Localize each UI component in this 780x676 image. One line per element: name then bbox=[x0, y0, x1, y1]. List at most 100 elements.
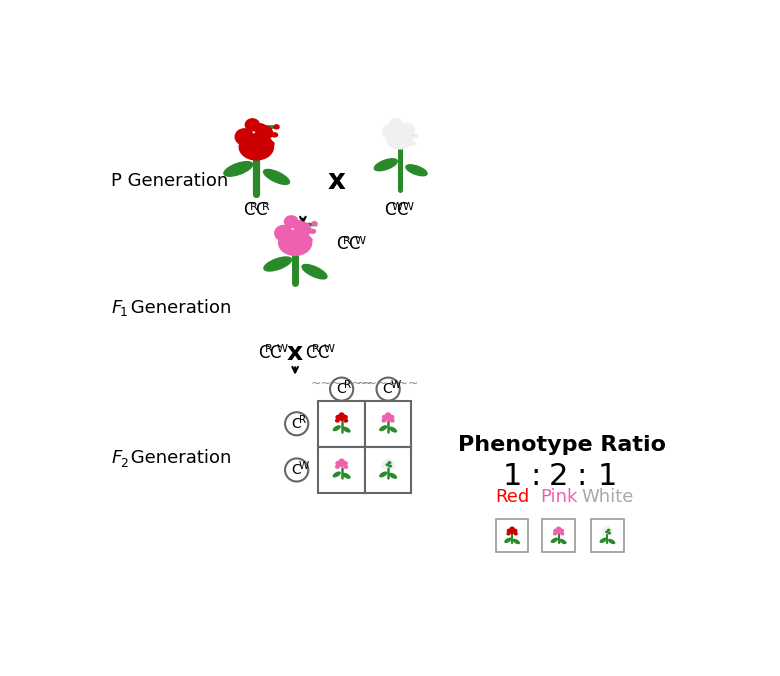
Text: White: White bbox=[581, 488, 633, 506]
Text: W: W bbox=[324, 344, 335, 354]
Ellipse shape bbox=[387, 128, 413, 149]
Ellipse shape bbox=[343, 418, 348, 422]
Text: W: W bbox=[391, 381, 401, 390]
Ellipse shape bbox=[333, 472, 340, 477]
Ellipse shape bbox=[381, 418, 386, 422]
Ellipse shape bbox=[343, 464, 348, 469]
Ellipse shape bbox=[374, 159, 397, 171]
Ellipse shape bbox=[380, 472, 387, 477]
Ellipse shape bbox=[604, 527, 610, 531]
Ellipse shape bbox=[560, 532, 565, 535]
Bar bbox=[365, 401, 411, 447]
Text: C: C bbox=[305, 344, 317, 362]
Ellipse shape bbox=[343, 473, 350, 478]
Text: C: C bbox=[396, 201, 407, 220]
Ellipse shape bbox=[382, 124, 399, 139]
Ellipse shape bbox=[271, 133, 278, 137]
Ellipse shape bbox=[389, 465, 392, 467]
Ellipse shape bbox=[264, 257, 292, 271]
Ellipse shape bbox=[267, 141, 274, 147]
Ellipse shape bbox=[512, 529, 518, 533]
Circle shape bbox=[556, 529, 561, 533]
Ellipse shape bbox=[413, 135, 418, 138]
Ellipse shape bbox=[399, 130, 412, 140]
Circle shape bbox=[510, 529, 514, 533]
Ellipse shape bbox=[293, 220, 305, 231]
Ellipse shape bbox=[406, 165, 427, 176]
Text: Generation: Generation bbox=[126, 450, 232, 467]
Text: C: C bbox=[270, 344, 281, 362]
Ellipse shape bbox=[381, 464, 386, 469]
Ellipse shape bbox=[608, 539, 615, 544]
Ellipse shape bbox=[560, 539, 566, 544]
Ellipse shape bbox=[339, 458, 345, 464]
Ellipse shape bbox=[410, 142, 416, 145]
Ellipse shape bbox=[608, 529, 610, 531]
Ellipse shape bbox=[553, 532, 557, 535]
Text: R: R bbox=[299, 415, 306, 425]
Ellipse shape bbox=[312, 222, 317, 226]
Text: C: C bbox=[348, 235, 360, 254]
Ellipse shape bbox=[310, 229, 315, 233]
Text: Generation: Generation bbox=[126, 299, 232, 317]
Ellipse shape bbox=[509, 527, 515, 531]
Ellipse shape bbox=[245, 119, 260, 131]
Ellipse shape bbox=[388, 414, 395, 420]
Text: P Generation: P Generation bbox=[112, 172, 229, 190]
Ellipse shape bbox=[380, 426, 387, 431]
Circle shape bbox=[385, 462, 391, 466]
Ellipse shape bbox=[275, 226, 292, 241]
Ellipse shape bbox=[390, 418, 395, 422]
Ellipse shape bbox=[390, 464, 395, 469]
Text: C: C bbox=[258, 344, 269, 362]
Ellipse shape bbox=[285, 216, 298, 227]
Text: C: C bbox=[336, 382, 346, 396]
Ellipse shape bbox=[305, 237, 312, 242]
Ellipse shape bbox=[257, 126, 272, 140]
Ellipse shape bbox=[601, 532, 606, 535]
Ellipse shape bbox=[608, 533, 610, 534]
Ellipse shape bbox=[514, 532, 518, 535]
Ellipse shape bbox=[342, 414, 348, 420]
Ellipse shape bbox=[295, 222, 310, 236]
Ellipse shape bbox=[559, 529, 564, 533]
Ellipse shape bbox=[224, 162, 253, 176]
Text: Red: Red bbox=[495, 488, 530, 506]
Ellipse shape bbox=[335, 461, 341, 466]
Bar bbox=[496, 519, 528, 552]
Text: ~~~: ~~~ bbox=[388, 377, 420, 390]
Text: 1: 1 bbox=[597, 462, 617, 491]
Bar bbox=[365, 447, 411, 493]
Text: C: C bbox=[291, 417, 301, 431]
Text: W: W bbox=[392, 201, 402, 212]
Text: C: C bbox=[383, 382, 392, 396]
Text: ~~~: ~~~ bbox=[342, 377, 373, 390]
Ellipse shape bbox=[513, 539, 519, 544]
Bar bbox=[318, 401, 365, 447]
Ellipse shape bbox=[278, 231, 311, 256]
Text: Pink: Pink bbox=[540, 488, 577, 506]
Ellipse shape bbox=[382, 461, 388, 466]
Ellipse shape bbox=[333, 426, 340, 431]
Ellipse shape bbox=[505, 538, 511, 542]
Ellipse shape bbox=[335, 418, 340, 422]
Ellipse shape bbox=[343, 427, 350, 432]
Ellipse shape bbox=[239, 134, 274, 160]
Text: x: x bbox=[328, 167, 345, 195]
Text: ~~~: ~~~ bbox=[357, 377, 388, 390]
Circle shape bbox=[339, 462, 344, 466]
Text: F: F bbox=[112, 450, 122, 467]
Ellipse shape bbox=[302, 264, 327, 279]
Text: C: C bbox=[317, 344, 328, 362]
Ellipse shape bbox=[551, 538, 558, 542]
Text: W: W bbox=[402, 201, 414, 212]
Bar bbox=[591, 519, 624, 552]
Bar bbox=[318, 447, 365, 493]
Ellipse shape bbox=[339, 412, 345, 418]
Ellipse shape bbox=[388, 462, 391, 464]
Text: W: W bbox=[277, 344, 288, 354]
Ellipse shape bbox=[608, 529, 613, 533]
Bar bbox=[542, 519, 575, 552]
Text: 2: 2 bbox=[120, 456, 128, 470]
Ellipse shape bbox=[236, 129, 254, 145]
